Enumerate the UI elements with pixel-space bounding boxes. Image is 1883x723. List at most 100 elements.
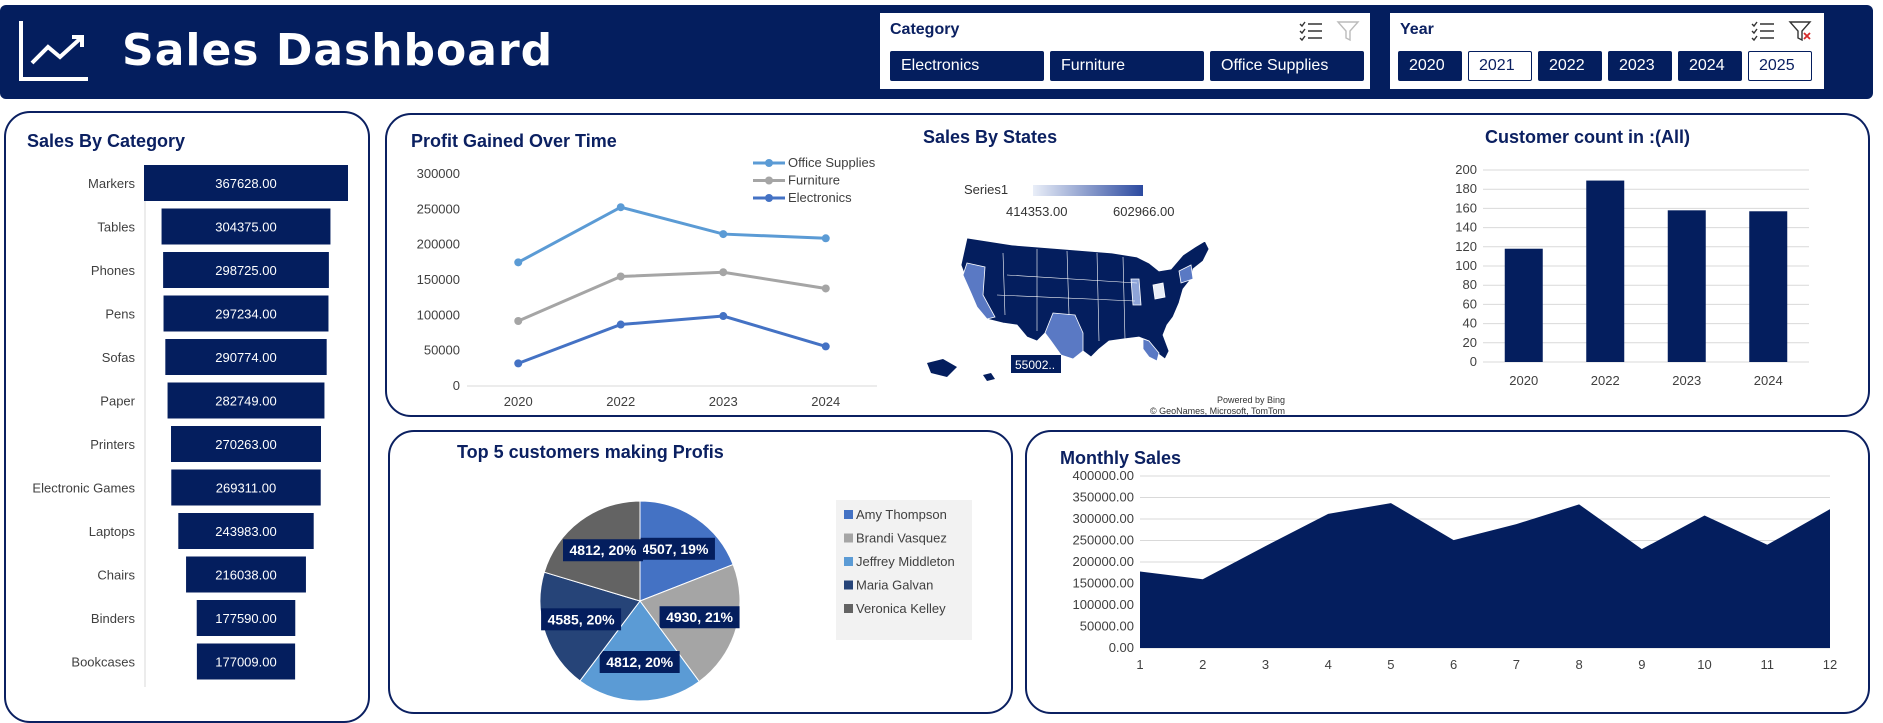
profit-y-tick: 250000 xyxy=(417,201,460,216)
category-option-electronics[interactable]: Electronics xyxy=(890,51,1044,81)
customer-bar xyxy=(1667,210,1706,362)
multi-select-icon[interactable] xyxy=(1298,19,1324,43)
profit-point xyxy=(514,359,523,368)
customer-y-tick: 40 xyxy=(1463,316,1477,331)
map-credit-sources: © GeoNames, Microsoft, TomTom xyxy=(1150,406,1285,415)
year-option-2022[interactable]: 2022 xyxy=(1538,51,1602,81)
customer-y-tick: 80 xyxy=(1463,277,1477,292)
customer-bar xyxy=(1504,248,1543,362)
pie-legend-label: Brandi Vasquez xyxy=(856,531,947,546)
customer-count-title: Customer count in :(All) xyxy=(1485,127,1690,147)
pie-legend-label: Jeffrey Middleton xyxy=(856,554,955,569)
category-label: Chairs xyxy=(97,568,135,583)
category-option-office-supplies[interactable]: Office Supplies xyxy=(1210,51,1364,81)
profit-y-tick: 50000 xyxy=(424,343,460,358)
map-color-scale xyxy=(1033,185,1143,196)
monthly-y-tick: 300000.00 xyxy=(1073,511,1134,526)
category-bar xyxy=(161,208,331,245)
monthly-y-tick: 150000.00 xyxy=(1073,576,1134,591)
map-min-label: 414353.00 xyxy=(1006,204,1067,219)
profit-x-tick: 2024 xyxy=(811,394,840,409)
category-bar-value: 298725.00 xyxy=(215,263,276,278)
category-bar xyxy=(186,556,306,593)
category-label: Pens xyxy=(105,307,135,322)
category-label: Electronic Games xyxy=(32,481,135,496)
monthly-y-tick: 400000.00 xyxy=(1073,468,1134,483)
category-bar-value: 216038.00 xyxy=(215,568,276,583)
profit-series-line xyxy=(517,205,826,264)
profit-series-line xyxy=(517,314,827,365)
profit-point xyxy=(821,342,830,351)
monthly-x-tick: 12 xyxy=(1823,657,1837,672)
clear-filter-icon[interactable] xyxy=(1788,19,1814,43)
monthly-area xyxy=(1140,503,1830,648)
year-option-2023[interactable]: 2023 xyxy=(1608,51,1672,81)
category-bar xyxy=(144,165,348,201)
customer-bar xyxy=(1749,211,1788,362)
profit-point xyxy=(616,203,625,212)
category-label: Printers xyxy=(90,437,135,452)
monthly-area-chart: 0.00 50000.00 100000.00 150000.00 200000.00 2… xyxy=(1073,468,1838,672)
pie-label: 4812, 20% xyxy=(570,542,637,558)
profit-point xyxy=(821,234,830,243)
multi-select-icon[interactable] xyxy=(1750,19,1776,43)
monthly-x-tick: 11 xyxy=(1761,657,1775,672)
profit-point xyxy=(514,258,523,267)
category-option-furniture[interactable]: Furniture xyxy=(1050,51,1204,81)
category-bar xyxy=(163,252,329,288)
monthly-x-tick: 9 xyxy=(1638,657,1645,672)
monthly-x-tick: 10 xyxy=(1697,657,1711,672)
category-bar xyxy=(178,513,314,549)
monthly-y-tick: 350000.00 xyxy=(1073,490,1134,505)
usa-map-shape xyxy=(927,237,1210,381)
customer-y-tick: 60 xyxy=(1463,296,1477,311)
year-option-2024[interactable]: 2024 xyxy=(1678,51,1742,81)
year-slicer: Year 2020 2021 2022 2023 2024 2025 xyxy=(1388,11,1826,91)
category-label: Sofas xyxy=(102,350,136,365)
category-funnel-chart: 367628.00 Markers 304375.00 Tables 298725.00… xyxy=(32,165,348,687)
pie-legend-label: Maria Galvan xyxy=(856,578,933,593)
category-bar-value: 297234.00 xyxy=(215,307,276,322)
monthly-y-tick: 50000.00 xyxy=(1080,619,1134,634)
profit-legend-label: Furniture xyxy=(788,173,840,188)
pie-label-box xyxy=(659,606,740,629)
map-max-label: 602966.00 xyxy=(1113,204,1174,219)
category-bar-value: 177009.00 xyxy=(215,655,276,670)
profit-legend-marker xyxy=(765,159,773,167)
monthly-chart-title: Monthly Sales xyxy=(1060,448,1182,468)
year-option-2021[interactable]: 2021 xyxy=(1468,51,1532,81)
profit-legend-marker xyxy=(765,176,773,185)
year-option-2020[interactable]: 2020 xyxy=(1398,51,1462,81)
top5-chart-title: Top 5 customers making Profis xyxy=(457,442,724,462)
customer-bar xyxy=(1586,180,1625,362)
pie-legend-swatch xyxy=(844,533,853,543)
pie-label-box xyxy=(563,539,644,562)
profit-point xyxy=(719,268,728,277)
monthly-y-tick: 100000.00 xyxy=(1073,597,1134,612)
customer-y-tick: 180 xyxy=(1455,181,1477,196)
sales-by-category-panel: Sales By Category 367628.00 Markers 304375… xyxy=(4,111,370,723)
pie-label: 4930, 21% xyxy=(666,609,733,625)
monthly-y-tick: 250000.00 xyxy=(1073,533,1134,548)
year-slicer-title: Year xyxy=(1400,21,1434,38)
category-bar-value: 243983.00 xyxy=(215,524,276,539)
pie-label-box xyxy=(541,608,622,631)
page-title: Sales Dashboard xyxy=(122,25,554,76)
category-label: Paper xyxy=(100,394,135,409)
profit-x-tick: 2022 xyxy=(606,394,635,409)
customer-y-tick: 120 xyxy=(1455,239,1477,254)
monthly-x-tick: 2 xyxy=(1199,657,1206,672)
pie-legend-swatch xyxy=(844,510,853,519)
profit-line-chart: 0 50000 100000 150000 200000 250000 300000 2020… xyxy=(417,155,877,409)
clear-filter-icon[interactable] xyxy=(1336,19,1362,43)
category-bar xyxy=(171,469,321,506)
states-map-title: Sales By States xyxy=(923,127,1058,147)
profit-y-tick: 100000 xyxy=(417,307,460,322)
monthly-x-tick: 1 xyxy=(1136,657,1143,672)
category-bar-value: 269311.00 xyxy=(216,481,277,496)
customer-y-tick: 0 xyxy=(1470,354,1477,369)
year-option-2025[interactable]: 2025 xyxy=(1748,51,1812,81)
category-label: Laptops xyxy=(89,524,136,539)
map-callout-box xyxy=(1011,355,1061,373)
category-label: Phones xyxy=(91,263,136,278)
